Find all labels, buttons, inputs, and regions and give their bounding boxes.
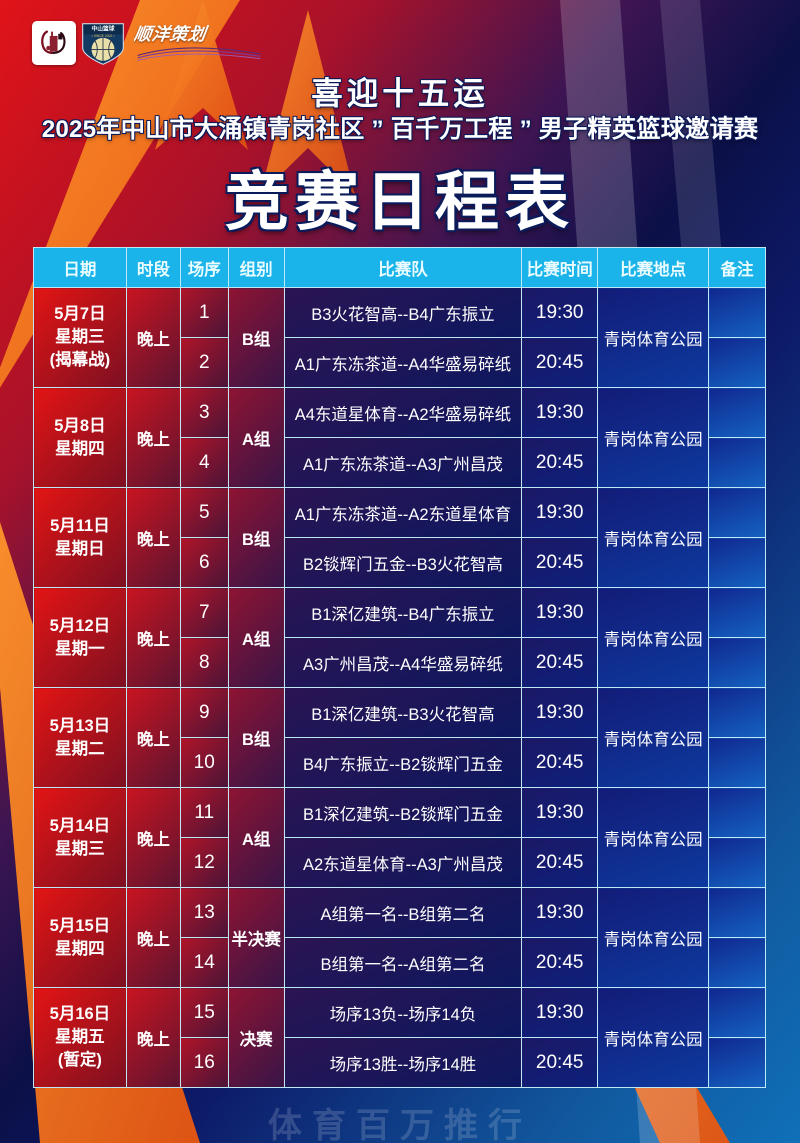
- svg-text:• SINCE 2002 •: • SINCE 2002 •: [92, 34, 116, 38]
